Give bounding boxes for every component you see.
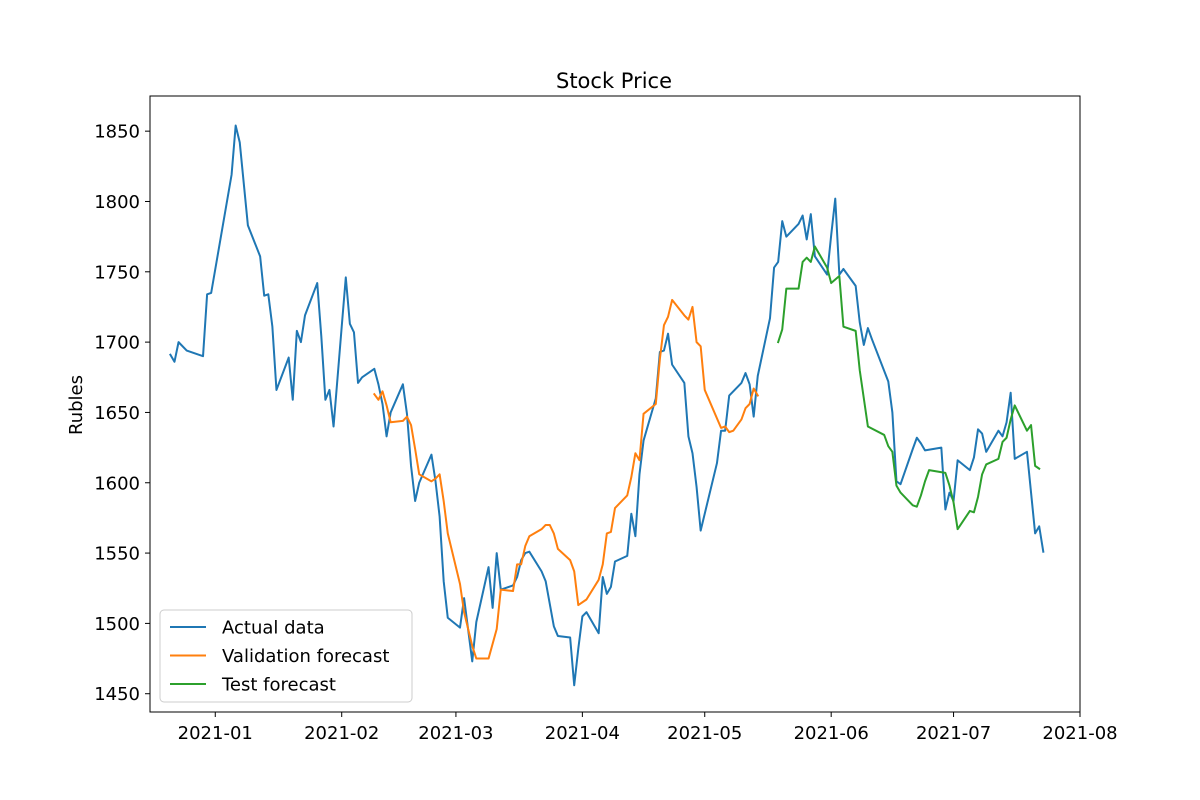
y-axis-label: Rubles [66,375,87,435]
chart-title: Stock Price [556,69,672,93]
plot-frame [149,95,1081,713]
series-line-actual-data [169,124,1045,687]
x-tick-label: 2021-08 [1042,723,1117,744]
y-tick-label: 1550 [94,544,140,565]
y-tick-label: 1700 [94,333,140,354]
y-tick-label: 1500 [94,614,140,635]
x-tick-label: 2021-07 [916,723,991,744]
legend: Actual data Validation forecast Test forec… [159,609,413,703]
x-tick-label: 2021-04 [545,723,620,744]
x-tick-label: 2021-01 [178,723,253,744]
y-tick-label: 1850 [94,122,140,143]
series-line-validation-forecast [372,298,760,660]
plot-area [169,124,1045,687]
x-tick-label: 2021-03 [418,723,493,744]
x-axis: 2021-01 2021-02 2021-03 2021-04 2021-05 2021-… [178,712,1118,744]
legend-label: Actual data [222,618,325,639]
x-tick-label: 2021-05 [667,723,742,744]
y-tick-label: 1450 [94,684,140,705]
y-tick-label: 1600 [94,473,140,494]
x-tick-label: 2021-02 [304,723,379,744]
x-tick-label: 2021-06 [794,723,869,744]
legend-box [159,609,413,703]
y-axis: 1450 1500 1550 1600 1650 1700 1750 1800 1850 [94,122,150,705]
legend-label: Test forecast [221,675,336,696]
legend-label: Validation forecast [222,646,389,667]
y-tick-label: 1750 [94,262,140,283]
y-tick-label: 1800 [94,192,140,213]
y-tick-label: 1650 [94,403,140,424]
series-line-test-forecast [776,245,1041,531]
